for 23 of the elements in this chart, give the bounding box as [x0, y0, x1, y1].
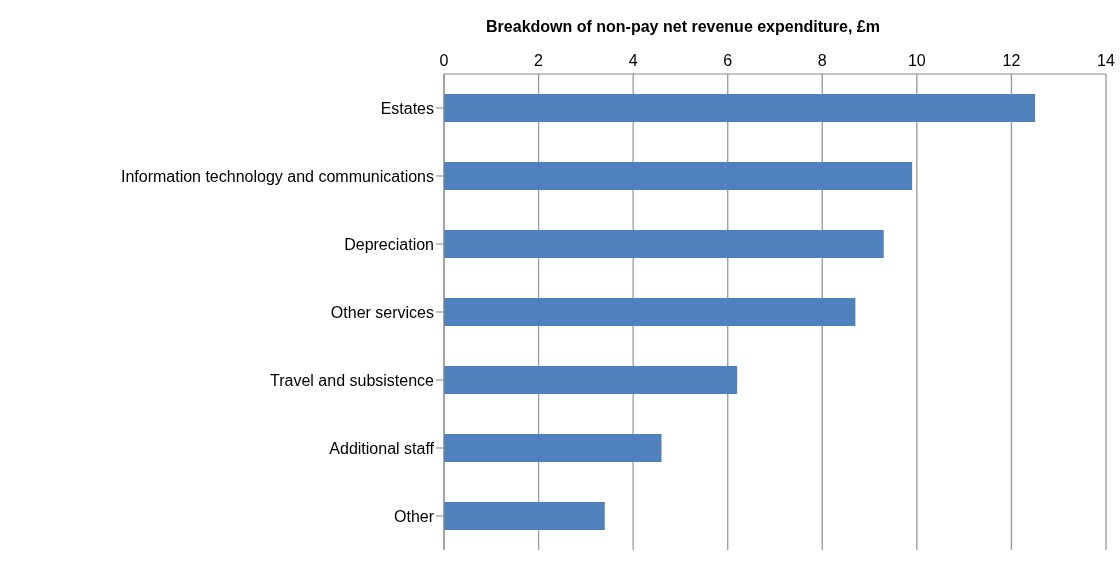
y-tick-label: Information technology and communications	[120, 167, 434, 185]
y-tick-label: Other services	[330, 303, 434, 321]
y-tick-label: Additional staff	[329, 439, 435, 457]
x-tick-label: 8	[817, 52, 827, 69]
bar	[444, 502, 605, 530]
x-tick-label: 6	[723, 52, 733, 69]
x-tick-label: 0	[439, 52, 449, 69]
x-tick-label: 12	[1002, 52, 1021, 69]
x-tick-label: 4	[628, 52, 638, 69]
bar	[444, 94, 1036, 122]
y-tick-label: Travel and subsistence	[270, 371, 435, 389]
x-tick-label: 2	[534, 52, 544, 69]
chart-title: Breakdown of non-pay net revenue expenditure, £m	[485, 18, 881, 36]
x-tick-label: 14	[1097, 52, 1115, 69]
y-tick-label: Depreciation	[344, 235, 434, 253]
bar	[444, 298, 856, 326]
y-tick-label: Other	[393, 507, 435, 525]
y-tick-label: Estates	[380, 99, 434, 117]
bar	[444, 230, 884, 258]
x-tick-label: 10	[907, 52, 926, 69]
bar	[444, 162, 913, 190]
bar	[444, 366, 738, 394]
bar	[444, 434, 662, 462]
